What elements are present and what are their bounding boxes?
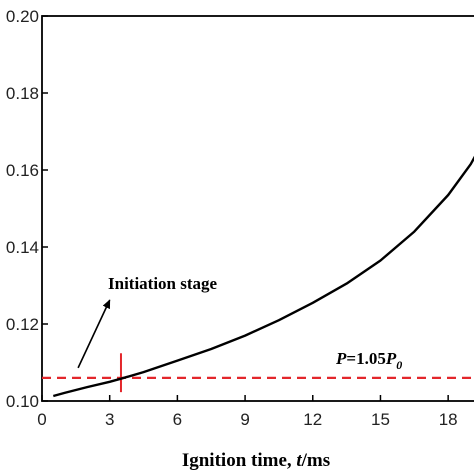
reference-line-label: P=1.05P0 — [335, 349, 402, 372]
y-tick-label: 0.20 — [6, 7, 39, 26]
x-tick-label: 3 — [105, 410, 114, 429]
y-tick-label: 0.16 — [6, 161, 39, 180]
annotation-arrow — [77, 299, 111, 369]
y-tick-label: 0.12 — [6, 315, 39, 334]
x-tick-label: 12 — [303, 410, 322, 429]
x-tick-label: 18 — [439, 410, 458, 429]
annotation-label: Initiation stage — [108, 274, 218, 293]
x-tick-label: 15 — [371, 410, 390, 429]
y-tick-label: 0.10 — [6, 392, 39, 411]
series-line — [52, 155, 474, 398]
y-tick-label: 0.18 — [6, 84, 39, 103]
plot-frame — [41, 15, 474, 402]
x-axis-label: Ignition time, t/ms — [182, 450, 330, 471]
x-tick-label: 6 — [173, 410, 182, 429]
x-tick-label: 0 — [37, 410, 46, 429]
y-tick-label: 0.14 — [6, 238, 39, 257]
x-tick-label: 9 — [240, 410, 249, 429]
